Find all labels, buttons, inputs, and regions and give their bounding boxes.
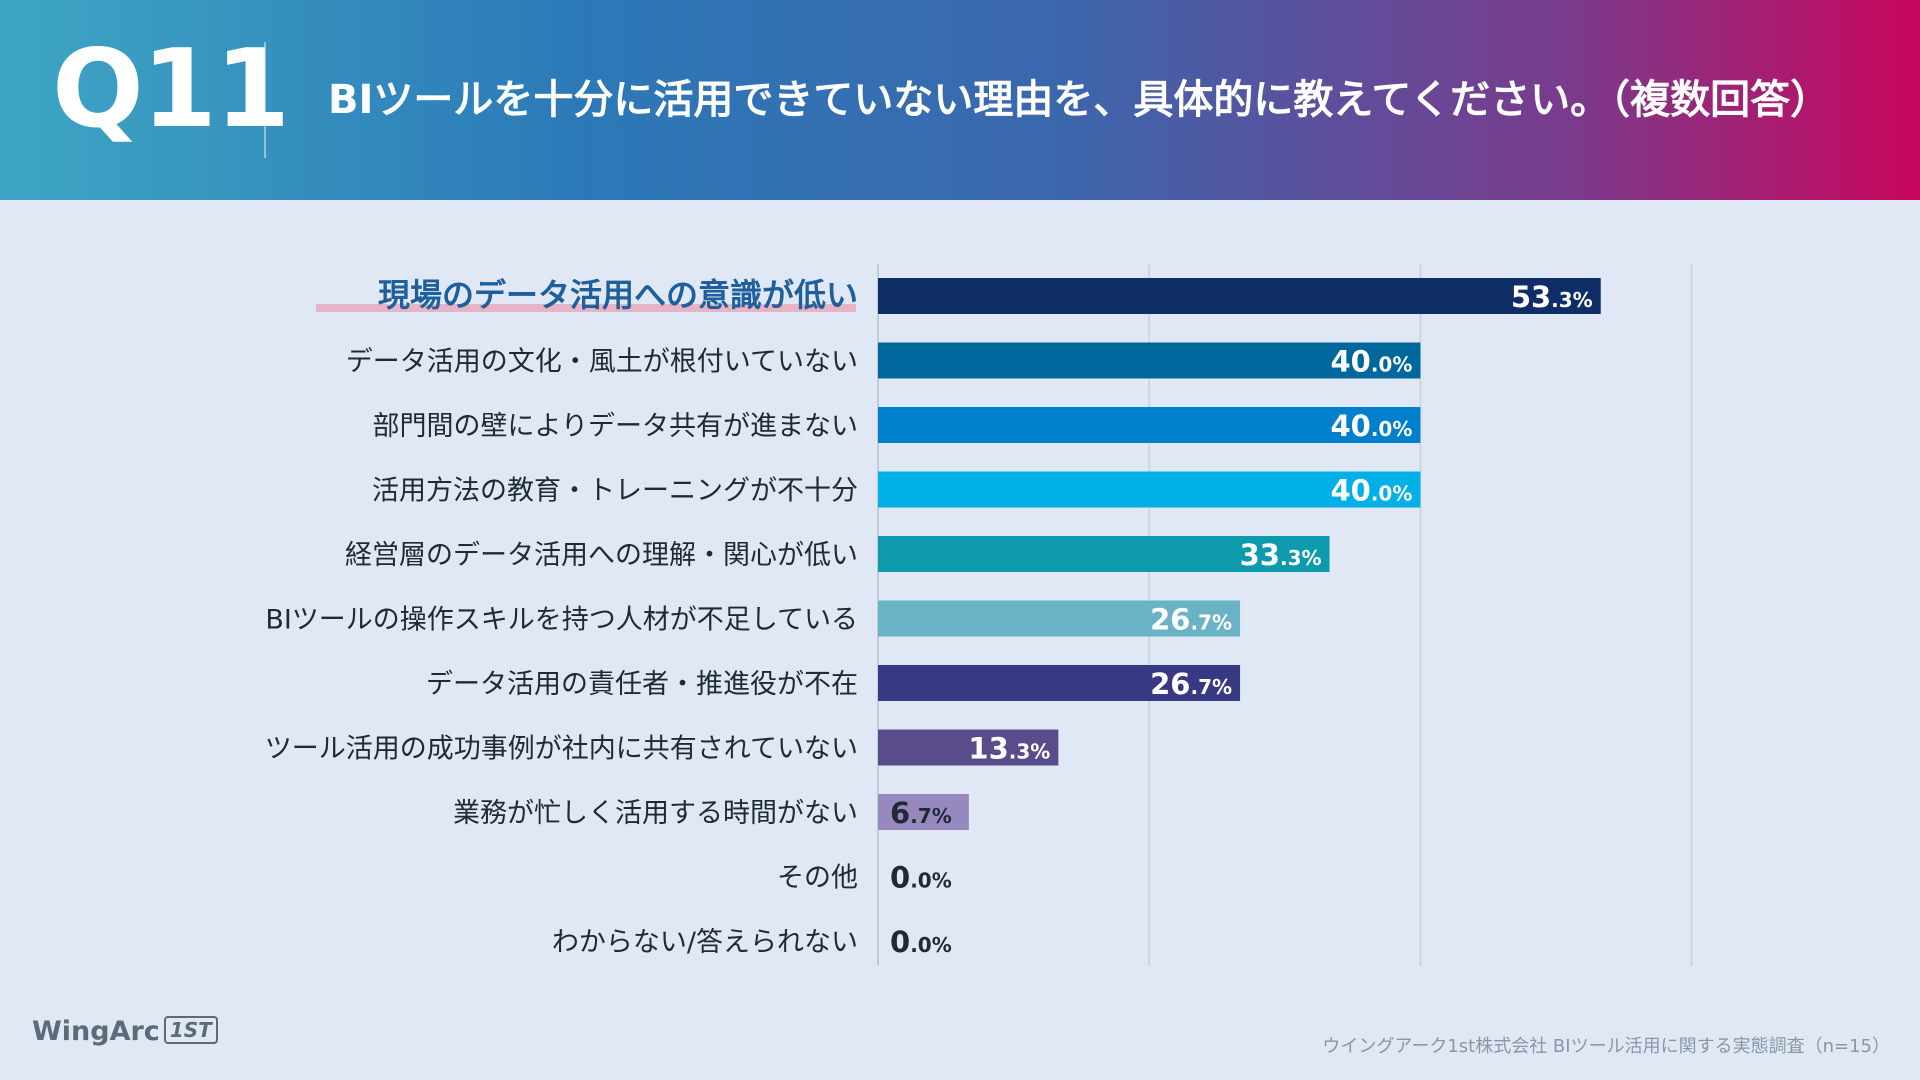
highlight-underline — [316, 304, 856, 312]
source-note: ウイングアーク1st株式会社 BIツール活用に関する実態調査（n=15） — [1322, 1036, 1890, 1057]
header-banner: Q11 BIツールを十分に活用できていない理由を、具体的に教えてください。（複数… — [0, 0, 1920, 200]
value-label: 53.3% — [1511, 280, 1593, 314]
value-label: 40.0% — [1330, 474, 1412, 508]
brand-name: WingArc — [32, 1016, 160, 1047]
category-label: 業務が忙しく活用する時間がない — [453, 798, 858, 829]
category-label: データ活用の責任者・推進役が不在 — [426, 669, 858, 700]
value-label: 13.3% — [968, 732, 1050, 766]
bar — [878, 600, 1241, 637]
bar — [878, 794, 969, 830]
bar — [878, 536, 1330, 572]
value-label: 26.7% — [1150, 667, 1232, 701]
category-label: わからない/答えられない — [552, 927, 858, 958]
category-label: 現場のデータ活用への意識が低い — [378, 276, 858, 314]
value-label: 40.0% — [1330, 409, 1412, 443]
bar — [878, 471, 1421, 508]
category-label: BIツールの操作スキルを持つ人材が不足している — [265, 605, 858, 636]
category-label: 部門間の壁によりデータ共有が進まない — [373, 411, 858, 442]
bar — [878, 342, 1421, 379]
category-label: 活用方法の教育・トレーニングが不十分 — [372, 476, 858, 507]
value-label: 26.7% — [1150, 603, 1232, 637]
brand-badge: 1ST — [163, 1016, 218, 1044]
bar — [878, 278, 1601, 314]
category-label: ツール活用の成功事例が社内に共有されていない — [265, 734, 858, 765]
value-label: 33.3% — [1240, 538, 1322, 572]
bar — [878, 729, 1059, 766]
header-divider — [264, 42, 266, 158]
value-label: 6.7% — [890, 796, 952, 830]
bar — [878, 407, 1421, 443]
category-label: その他 — [777, 863, 858, 894]
brand-logo: WingArc 1ST — [32, 1016, 218, 1047]
question-number: Q11 — [52, 27, 290, 152]
category-label: データ活用の文化・風土が根付いていない — [346, 347, 858, 378]
question-title: BIツールを十分に活用できていない理由を、具体的に教えてください。（複数回答） — [328, 77, 1831, 123]
value-label: 40.0% — [1330, 345, 1412, 379]
bar-chart: 現場のデータ活用への意識が低い 53.3% データ活用の文化・風土が根付いていない 4… — [265, 264, 1693, 966]
value-label: 0.0% — [890, 925, 952, 959]
category-label: 経営層のデータ活用への理解・関心が低い — [345, 540, 858, 571]
bar — [878, 665, 1241, 701]
value-label: 0.0% — [890, 861, 952, 895]
